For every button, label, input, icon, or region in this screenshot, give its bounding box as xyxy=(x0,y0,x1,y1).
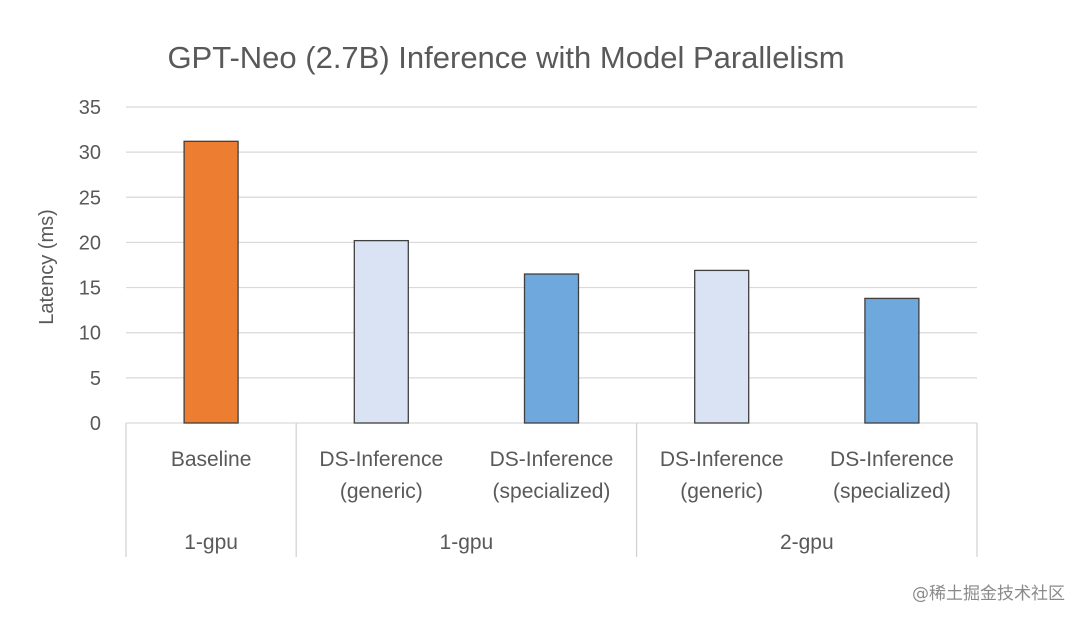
x-category-label: DS-Inference xyxy=(319,448,443,471)
x-group-label: 2-gpu xyxy=(780,531,834,554)
y-tick-label: 30 xyxy=(79,142,101,164)
x-category-label: (specialized) xyxy=(833,480,951,503)
watermark: @稀土掘金技术社区 xyxy=(912,584,1065,604)
y-tick-label: 35 xyxy=(79,97,101,119)
bar xyxy=(353,239,409,424)
x-group-label: 1-gpu xyxy=(184,531,238,554)
y-tick-label: 20 xyxy=(79,232,101,254)
y-tick-label: 10 xyxy=(79,323,101,345)
x-category-label: DS-Inference xyxy=(490,448,614,471)
y-tick-label: 5 xyxy=(90,368,101,390)
x-category-label: (generic) xyxy=(340,480,423,503)
y-tick-label: 25 xyxy=(79,187,101,209)
x-category-label: (specialized) xyxy=(493,480,611,503)
y-tick-label: 0 xyxy=(90,413,101,435)
bar xyxy=(864,297,920,424)
x-group-label: 1-gpu xyxy=(440,531,494,554)
y-tick-label: 15 xyxy=(79,278,101,300)
chart-title: GPT-Neo (2.7B) Inference with Model Para… xyxy=(167,40,844,75)
x-category-label: DS-Inference xyxy=(830,448,954,471)
bar xyxy=(523,273,580,424)
x-category-label: Baseline xyxy=(171,448,252,471)
y-axis-label: Latency (ms) xyxy=(36,209,58,325)
bar xyxy=(183,140,239,424)
x-category-label: DS-Inference xyxy=(660,448,784,471)
x-category-label: (generic) xyxy=(680,480,763,503)
bar xyxy=(694,269,750,424)
